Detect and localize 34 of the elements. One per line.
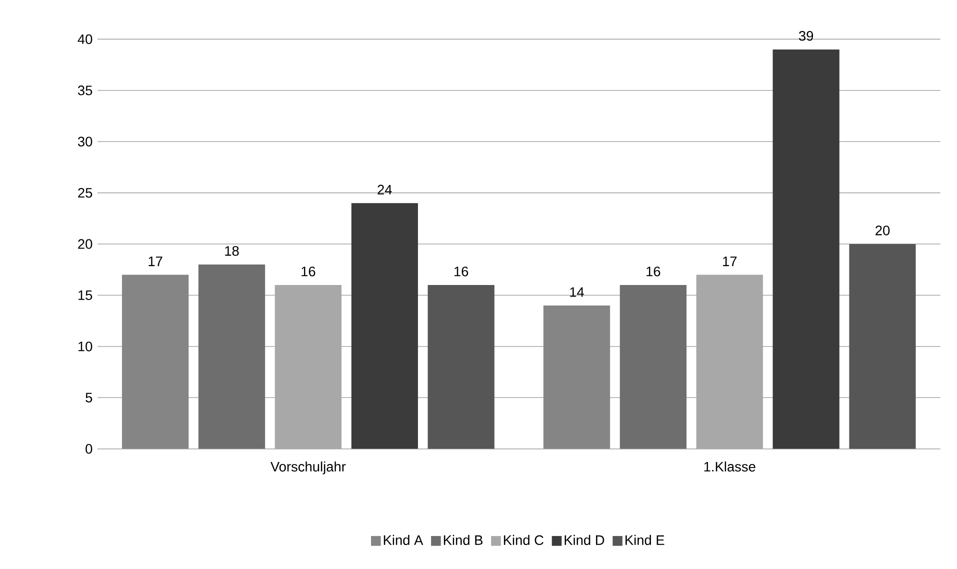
legend-label: Kind E	[626, 534, 664, 545]
legend-label: Kind D	[564, 534, 604, 545]
data-label: 16	[646, 266, 660, 276]
data-label: 14	[570, 287, 584, 297]
bar	[198, 264, 266, 449]
legend-label: Kind A	[384, 534, 424, 545]
bar	[620, 284, 686, 449]
y-tick-label: 35	[78, 85, 92, 96]
bar	[428, 284, 494, 449]
data-label: 24	[378, 184, 392, 194]
data-label: 20	[876, 225, 890, 236]
legend-label: Kind C	[504, 534, 544, 545]
bar	[849, 244, 916, 449]
data-label: 17	[148, 256, 162, 266]
y-tick-label: 20	[78, 238, 92, 249]
legend-label: Kind B	[444, 534, 483, 545]
bar	[543, 305, 610, 449]
y-tick-label: 30	[78, 136, 92, 146]
y-tick-label: 5	[86, 392, 92, 402]
y-tick-label: 15	[78, 290, 92, 300]
data-label: 18	[225, 246, 239, 256]
data-label: 16	[454, 266, 468, 276]
y-tick-label: 10	[78, 341, 92, 352]
y-tick-label: 0	[86, 444, 92, 454]
bar	[351, 202, 418, 449]
x-tick-label: 1.Klasse	[704, 461, 756, 472]
y-tick-label: 40	[78, 34, 92, 44]
bar	[122, 274, 189, 449]
data-label: 17	[723, 256, 737, 266]
data-label: 16	[302, 266, 316, 276]
x-tick-label: Vorschuljahr	[270, 461, 346, 474]
y-tick-label: 25	[78, 188, 92, 198]
data-label: 39	[798, 30, 814, 41]
bar	[772, 49, 840, 449]
